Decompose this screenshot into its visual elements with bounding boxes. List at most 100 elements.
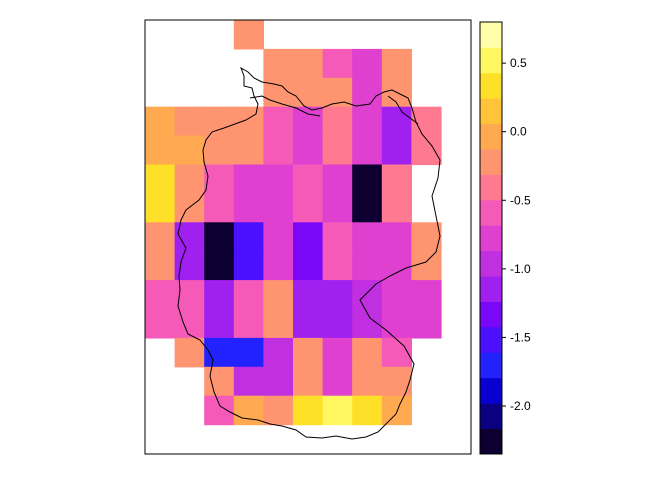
heatmap-cell — [233, 251, 264, 281]
legend-tick-label: 0.5 — [510, 56, 527, 70]
heatmap-cell — [204, 164, 235, 194]
legend-frame — [479, 21, 503, 455]
legend-swatch — [480, 352, 502, 379]
heatmap-cell — [322, 366, 353, 397]
heatmap-cell — [204, 337, 235, 368]
heatmap-cell — [263, 193, 294, 223]
heatmap-cell — [145, 164, 176, 194]
heatmap-cell — [233, 222, 264, 252]
heatmap-cell — [352, 106, 383, 137]
heatmap-cell — [293, 251, 324, 281]
heatmap-cell — [322, 337, 353, 368]
heatmap-cell — [263, 337, 294, 368]
heatmap-cell — [411, 280, 442, 310]
heatmap-cell — [381, 135, 412, 166]
heatmap-cell — [352, 366, 383, 397]
heatmap-cell — [145, 106, 176, 137]
heatmap-cell — [381, 337, 412, 368]
map-frame — [144, 19, 472, 455]
legend-swatch — [480, 47, 502, 74]
heatmap-cell — [174, 309, 205, 339]
heatmap-cell — [293, 193, 324, 223]
heatmap-cell — [352, 395, 383, 426]
heatmap-cell — [322, 77, 353, 108]
heatmap-cell — [145, 222, 176, 252]
heatmap-cell — [411, 135, 442, 166]
heatmap-cell — [293, 77, 324, 108]
heatmap-cell — [293, 106, 324, 137]
heatmap-cell — [204, 222, 235, 252]
heatmap-cell — [263, 280, 294, 310]
heatmap-cell — [411, 251, 442, 281]
heatmap-cell — [293, 48, 324, 79]
legend-tick-label: -0.5 — [510, 193, 531, 207]
heatmap-cell — [293, 280, 324, 310]
legend-tick-label: -1.0 — [510, 262, 531, 276]
legend-tick-label: 0.0 — [510, 125, 527, 139]
legend-swatch — [480, 123, 502, 150]
heatmap-cell — [233, 280, 264, 310]
heatmap-cell — [322, 395, 353, 426]
heatmap-cell — [352, 193, 383, 223]
heatmap-cell — [145, 251, 176, 281]
heatmap-cell — [263, 135, 294, 166]
heatmap-cell — [381, 164, 412, 194]
legend-ticks: 0.5 0.0 -0.5 -1.0 -1.5 -2.0 — [502, 56, 531, 413]
heatmap-cell — [352, 77, 383, 108]
heatmap-cell — [293, 366, 324, 397]
heatmap-cell — [263, 251, 294, 281]
heatmap-cell — [204, 193, 235, 223]
heatmap-cell — [145, 193, 176, 223]
legend-swatch — [480, 98, 502, 125]
heatmap-cell — [233, 164, 264, 194]
heatmap-cell — [263, 222, 294, 252]
heatmap-cell — [293, 395, 324, 426]
heatmap-cell — [174, 251, 205, 281]
heatmap-cell — [322, 106, 353, 137]
legend-swatch — [480, 428, 502, 455]
heatmap-cell — [381, 251, 412, 281]
heatmap-cell — [204, 251, 235, 281]
heatmap-cell — [381, 309, 412, 339]
heatmap-cell — [233, 135, 264, 166]
heatmap-cell — [145, 135, 176, 166]
legend-swatch — [480, 199, 502, 226]
heatmap-cell — [411, 106, 442, 137]
heatmap-cell — [174, 106, 205, 137]
heatmap-cell — [352, 280, 383, 310]
heatmap-cell — [145, 309, 176, 339]
legend-swatch — [480, 250, 502, 277]
heatmap-cell — [204, 366, 235, 397]
heatmap-cell — [204, 309, 235, 339]
heatmap-cell — [174, 135, 205, 166]
heatmap-cell — [322, 309, 353, 339]
legend-swatch — [480, 225, 502, 252]
legend-tick-label: -2.0 — [510, 399, 531, 413]
legend-swatch — [480, 377, 502, 404]
heatmap-cell — [322, 280, 353, 310]
heatmap-cell — [381, 193, 412, 223]
heatmap-cell — [263, 164, 294, 194]
heatmap-cell — [293, 222, 324, 252]
heatmap-cell — [263, 106, 294, 137]
heatmap-cell — [322, 222, 353, 252]
heatmap-cell — [204, 135, 235, 166]
heatmap-cell — [352, 222, 383, 252]
heatmap-cell — [322, 251, 353, 281]
heatmap-cell — [411, 222, 442, 252]
legend-tick-label: -1.5 — [510, 330, 531, 344]
germany-border — [177, 66, 441, 440]
heatmap-cell — [293, 135, 324, 166]
heatmap-cell — [145, 280, 176, 310]
heatmap-cell — [322, 135, 353, 166]
heatmap-cell — [263, 395, 294, 426]
heatmap-cell — [174, 337, 205, 368]
heatmap-cell — [233, 309, 264, 339]
legend-swatch — [480, 72, 502, 99]
heatmap-cell — [263, 309, 294, 339]
heatmap-cell — [411, 309, 442, 339]
heatmap-grid — [145, 20, 442, 426]
heatmap-cell — [293, 164, 324, 194]
heatmap-cell — [352, 164, 383, 194]
